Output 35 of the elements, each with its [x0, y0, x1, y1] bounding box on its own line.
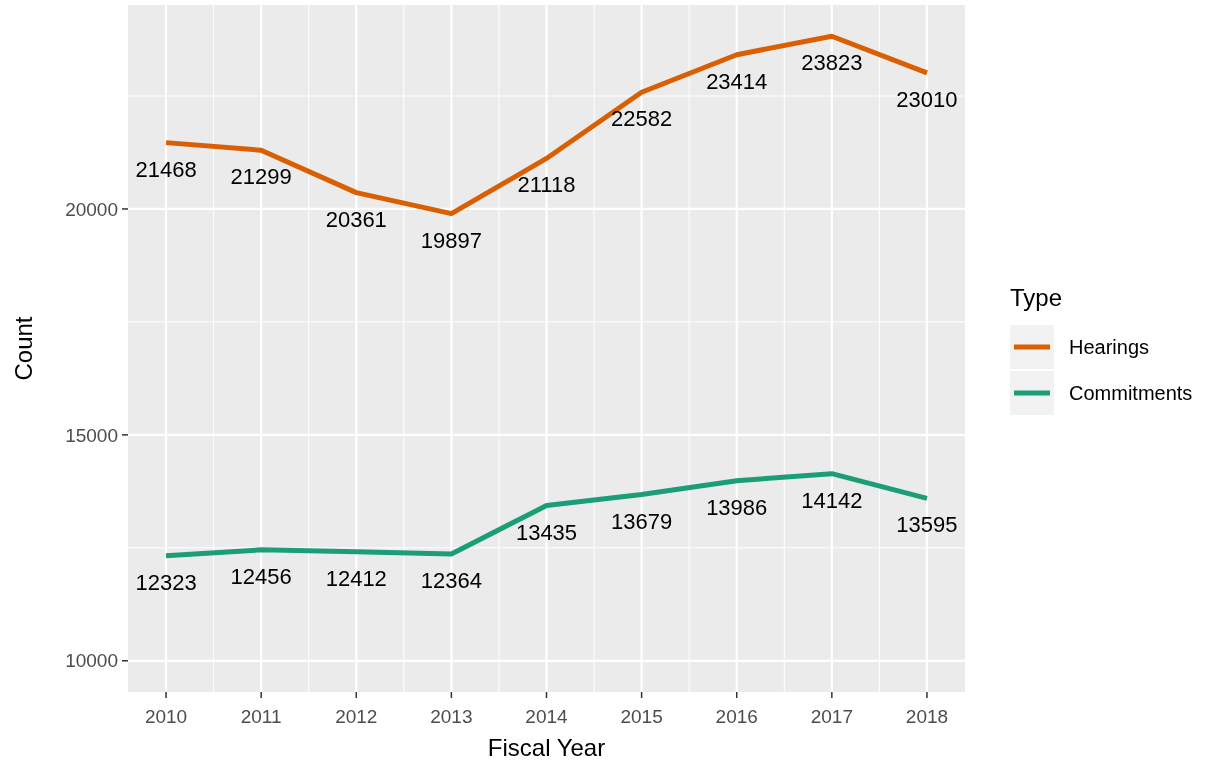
- x-tick-label: 2010: [144, 706, 188, 727]
- data-label: 23414: [706, 68, 768, 94]
- x-tick-label: 2011: [240, 706, 282, 727]
- x-tick-label: 2018: [905, 706, 949, 727]
- data-label: 12364: [420, 567, 482, 593]
- x-tick-label: 2013: [430, 706, 473, 727]
- data-label: 13435: [515, 519, 578, 545]
- y-tick-label: 15000: [65, 424, 118, 446]
- legend-label: Commitments: [1069, 382, 1193, 404]
- data-label: 19897: [420, 227, 482, 253]
- data-label: 12412: [325, 565, 387, 591]
- y-tick-label: 10000: [65, 650, 118, 672]
- data-label: 13986: [706, 494, 768, 520]
- x-tick-label: 2015: [620, 706, 663, 727]
- y-axis-title: Count: [10, 316, 37, 381]
- data-label: 23010: [896, 86, 958, 112]
- data-label: 21468: [135, 156, 197, 182]
- x-axis-title: Fiscal Year: [487, 734, 606, 761]
- y-tick-label: 20000: [65, 198, 118, 220]
- legend-title: Type: [1010, 284, 1063, 311]
- data-label: 20361: [325, 206, 387, 232]
- data-label: 23823: [801, 50, 863, 76]
- legend-label: Hearings: [1069, 336, 1150, 358]
- data-label: 12323: [135, 569, 197, 595]
- data-label: 14142: [801, 487, 863, 513]
- data-label: 21118: [517, 172, 576, 198]
- data-label: 12456: [230, 563, 292, 589]
- data-label: 13679: [611, 508, 673, 534]
- x-tick-label: 2017: [810, 706, 853, 727]
- x-tick-label: 2012: [335, 706, 378, 727]
- data-label: 22582: [611, 106, 673, 132]
- data-label: 13595: [896, 512, 958, 538]
- x-tick-label: 2016: [715, 706, 758, 727]
- x-tick-label: 2014: [525, 706, 569, 727]
- data-label: 21299: [230, 164, 292, 190]
